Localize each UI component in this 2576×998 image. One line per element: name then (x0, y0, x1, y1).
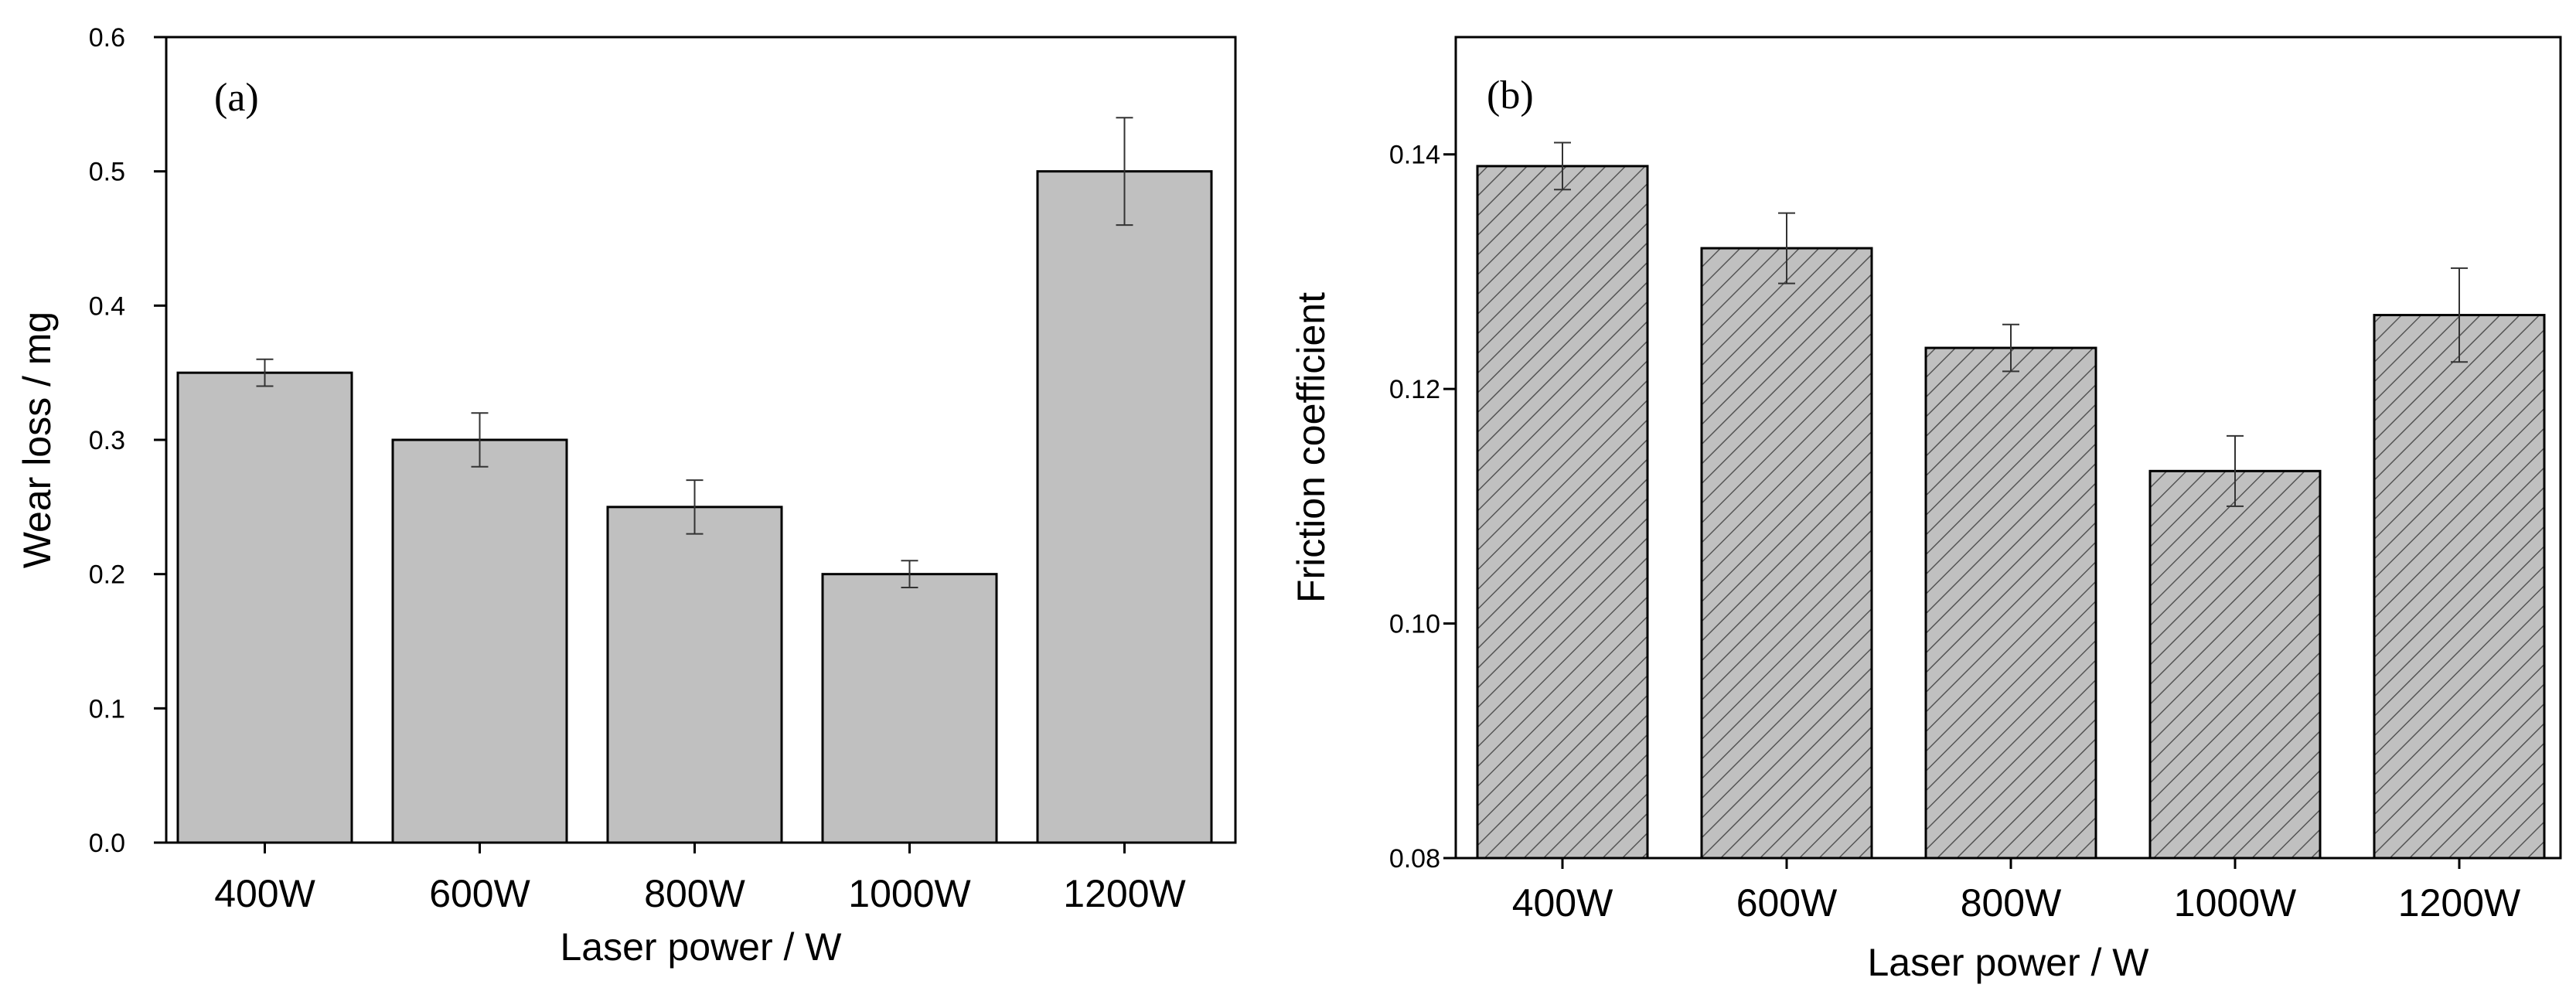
bar-400W (1476, 165, 1649, 860)
panel-a-wear-loss-chart: 0.0 0.1 0.2 0.3 0.4 0.5 0.6 400W 600W 800W 1000W 1… (15, 23, 1237, 969)
x-tick-label: 600W (429, 872, 530, 915)
bar-600W (391, 438, 568, 844)
y-tick-label: 0.12 (1389, 375, 1440, 404)
y-tick-label: 0.3 (89, 426, 125, 455)
panel-a-y-ticks: 0.0 0.1 0.2 0.3 0.4 0.5 0.6 (89, 23, 166, 858)
panel-b-friction-chart: 0.080.100.120.14 400W 600W 800W 1000W 1200W … (1290, 36, 2562, 984)
bar-400W (176, 371, 353, 844)
y-tick-label: 0.10 (1389, 610, 1440, 639)
panel-b-x-tick-labels: 400W 600W 800W 1000W 1200W (1512, 858, 2521, 925)
panel-b-error-bars (1554, 141, 2468, 507)
panel-b-plot-frame (1454, 36, 2562, 860)
x-tick-label: 1000W (848, 872, 971, 915)
x-tick-label: 800W (644, 872, 745, 915)
x-tick-label: 800W (1961, 881, 2062, 925)
y-tick-label: 0.4 (89, 291, 125, 321)
panel-a-x-tick-labels: 400W 600W 800W 1000W 1200W (214, 843, 1187, 915)
bar-800W (1924, 346, 2097, 860)
panel-b-bars (1476, 165, 2546, 860)
panel-a-y-axis-title: Wear loss / mg (15, 312, 59, 569)
panel-a-error-bars (256, 117, 1133, 589)
y-tick-label: 0.1 (89, 694, 125, 724)
x-tick-label: 1200W (2398, 881, 2521, 925)
panel-b-label: (b) (1487, 73, 1534, 118)
x-tick-label: 400W (214, 872, 315, 915)
bar-1000W (821, 573, 998, 844)
y-tick-label: 0.08 (1389, 844, 1440, 874)
x-tick-label: 600W (1736, 881, 1838, 925)
bar-1200W (2373, 314, 2546, 860)
panel-b-x-axis-title: Laser power / W (1867, 941, 2149, 984)
panel-b-y-axis-title: Friction coefficient (1290, 292, 1333, 603)
x-tick-label: 1200W (1063, 872, 1186, 915)
bar-800W (606, 506, 783, 844)
y-tick-label: 0.6 (89, 23, 125, 53)
panel-b-y-ticks: 0.08 0.10 0.12 0.14 (1389, 141, 1456, 874)
bar-1200W (1036, 170, 1213, 844)
y-tick-label: 0.14 (1389, 141, 1440, 170)
x-tick-label: 400W (1512, 881, 1613, 925)
panel-a-label: (a) (214, 76, 259, 120)
y-tick-label: 0.0 (89, 829, 125, 858)
y-tick-label: 0.2 (89, 560, 125, 590)
panel-a-x-axis-title: Laser power / W (560, 925, 842, 969)
bar-600W (1700, 247, 1873, 860)
y-tick-label: 0.5 (89, 158, 125, 187)
x-tick-label: 1000W (2174, 881, 2297, 925)
bar-1000W (2148, 469, 2322, 860)
